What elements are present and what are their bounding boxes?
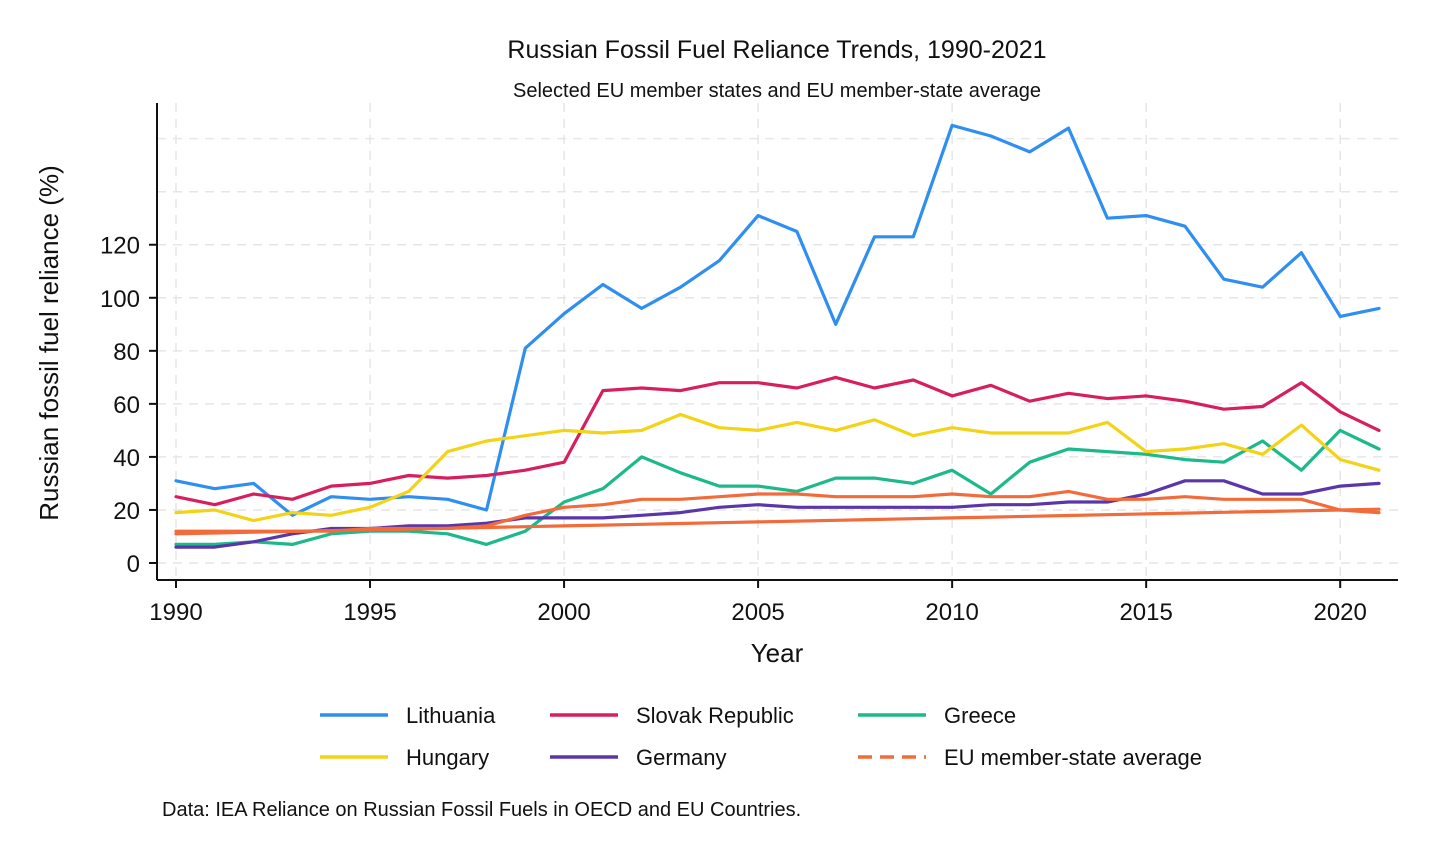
series-line-slovak-republic xyxy=(174,375,1381,507)
x-tick-label: 2015 xyxy=(1119,599,1172,626)
y-tick-label: 20 xyxy=(113,498,140,525)
ticks: 0 20 40 60 80 100 120 1990 1995 2000 2005 2010 2015 2… xyxy=(100,233,1367,626)
series-line-hungary xyxy=(174,412,1381,523)
x-tick-label: 1995 xyxy=(343,599,396,626)
x-tick-label: 2005 xyxy=(731,599,784,626)
y-tick-label: 0 xyxy=(127,551,140,578)
legend: Lithuania Slovak Republic Greece Hungary Ger… xyxy=(320,703,1202,770)
chart-subtitle: Selected EU member states and EU member-… xyxy=(513,80,1041,102)
chart-title: Russian Fossil Fuel Reliance Trends, 199… xyxy=(507,36,1046,64)
y-tick-label: 80 xyxy=(113,339,140,366)
series-lines xyxy=(174,123,1381,549)
y-axis-title: Russian fossil fuel reliance (%) xyxy=(34,165,64,520)
x-tick-label: 1990 xyxy=(149,599,202,626)
axes xyxy=(156,103,1398,581)
y-tick-label: 120 xyxy=(100,233,140,260)
legend-label-lithuania: Lithuania xyxy=(406,703,496,728)
legend-label-eu-member-state-average: EU member-state average xyxy=(944,745,1202,770)
x-tick-label: 2000 xyxy=(537,599,590,626)
series-line-eu-average-trend xyxy=(174,507,1381,536)
x-tick-label: 2020 xyxy=(1313,599,1366,626)
legend-label-greece: Greece xyxy=(944,703,1016,728)
y-tick-label: 60 xyxy=(113,392,140,419)
x-axis-title: Year xyxy=(751,638,804,668)
y-tick-label: 40 xyxy=(113,445,140,472)
legend-label-germany: Germany xyxy=(636,745,726,770)
source-note: Data: IEA Reliance on Russian Fossil Fue… xyxy=(162,799,801,821)
y-tick-label: 100 xyxy=(100,286,140,313)
grid xyxy=(157,103,1398,580)
legend-label-slovak-republic: Slovak Republic xyxy=(636,703,794,728)
legend-label-hungary: Hungary xyxy=(406,745,489,770)
series-line-lithuania xyxy=(174,123,1381,517)
x-tick-label: 2010 xyxy=(925,599,978,626)
